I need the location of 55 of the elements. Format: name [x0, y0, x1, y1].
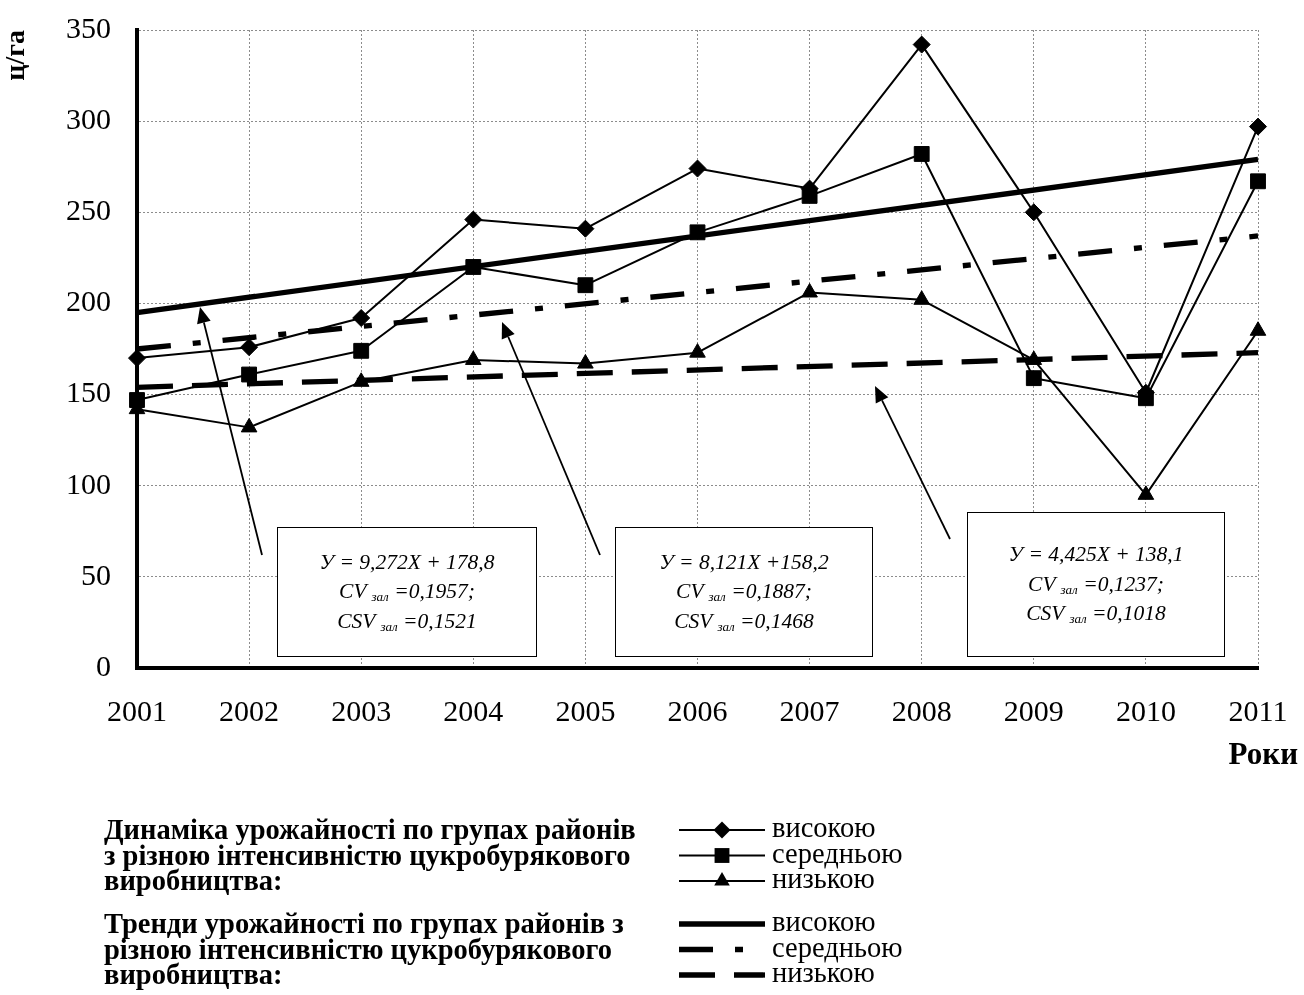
- annotation: У = 9,272X + 178,8 CV $_{зал}$ =0,1957; CSV $_{зал}$ =0,1521: [319, 548, 495, 636]
- x-tick-label: 2007: [779, 693, 840, 727]
- point: [576, 219, 595, 238]
- point: [577, 277, 594, 294]
- point: [1025, 370, 1042, 387]
- y-tick-label: 100: [66, 466, 111, 500]
- point: [240, 417, 258, 433]
- point: [1250, 173, 1266, 190]
- x-tick-label: 2009: [1003, 693, 1064, 727]
- point: [240, 338, 259, 357]
- x-tick-label: 2003: [331, 693, 392, 727]
- y-tick-label: 0: [96, 648, 111, 682]
- text: Динаміка урожайності по групах районів з різною інтенсивністю цукробурякового виробництва:: [104, 814, 636, 897]
- point: [1249, 321, 1267, 336]
- y-tick-label: 250: [66, 193, 111, 227]
- x-tick-label: 2005: [555, 693, 616, 727]
- legend-label: високою: [772, 812, 876, 844]
- x-tick-label: 2010: [1115, 693, 1176, 727]
- annotation: У = 8,121X +158,2 CV $_{зал}$ =0,1887; CSV $_{зал}$ =0,1468: [659, 548, 829, 636]
- point: [352, 309, 371, 328]
- note-box: У = 4,425X + 138,1 CV $_{зал}$ =0,1237; CSV $_{зал}$ =0,1018: [967, 512, 1225, 657]
- y-tick-label: 200: [66, 284, 111, 318]
- x-tick-label: 2001: [107, 693, 167, 727]
- point: [912, 35, 931, 54]
- point: [1249, 117, 1267, 136]
- point: [465, 350, 482, 365]
- x-tick-label: 2006: [667, 693, 728, 727]
- y-tick-label: 50: [81, 557, 111, 591]
- point: [353, 342, 370, 359]
- legend-label: високою: [772, 906, 876, 938]
- y-tick-label: 350: [66, 10, 111, 44]
- point: [1137, 485, 1155, 500]
- y-axis-title: ц/га: [0, 30, 31, 81]
- point: [913, 146, 930, 162]
- point: [464, 210, 483, 229]
- point: [577, 354, 594, 369]
- point: [1024, 203, 1043, 222]
- x-tick-label: 2004: [443, 693, 504, 727]
- annotation: У = 4,425X + 138,1 CV $_{зал}$ =0,1237; CSV $_{зал}$ =0,1018: [1008, 541, 1184, 629]
- point: [913, 290, 930, 305]
- x-tick-label: 2008: [891, 693, 952, 727]
- point: [241, 366, 258, 383]
- y-tick-label: 300: [66, 102, 111, 136]
- y-tick-label: 150: [66, 375, 111, 409]
- text: Тренди урожайності по групах районів з різною інтенсивністю цукробурякового виробництва:: [104, 908, 624, 991]
- point: [689, 343, 706, 358]
- x-tick-label: 2011: [1228, 693, 1288, 727]
- x-axis-title: Роки: [1228, 736, 1299, 772]
- note-box: У = 9,272X + 178,8 CV $_{зал}$ =0,1957; CSV $_{зал}$ =0,1521: [277, 527, 537, 657]
- point: [688, 159, 707, 178]
- point: [801, 282, 818, 298]
- point: [1137, 390, 1154, 407]
- x-tick-label: 2002: [219, 693, 280, 727]
- note-box: У = 8,121X +158,2 CV $_{зал}$ =0,1887; CSV $_{зал}$ =0,1468: [615, 527, 873, 657]
- point: [801, 187, 818, 204]
